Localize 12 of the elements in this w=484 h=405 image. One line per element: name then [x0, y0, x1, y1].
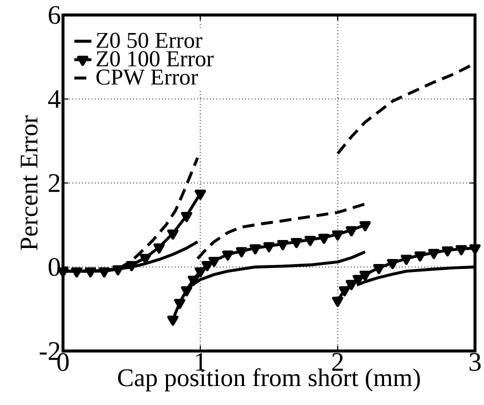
- x-tick-label: 3: [470, 353, 481, 371]
- y-axis-title: Percent Error: [20, 115, 38, 250]
- legend-label: Z0 100 Error: [96, 51, 214, 66]
- x-tick-label: 2: [332, 353, 343, 371]
- y-tick-label: -2: [40, 342, 60, 360]
- legend-label: CPW Error: [96, 70, 198, 85]
- x-tick-label: 1: [196, 353, 206, 371]
- legend-label: Z0 50 Error: [96, 32, 202, 48]
- y-tick-label: 4: [48, 90, 61, 108]
- x-axis-title: Cap position from short (mm): [118, 368, 420, 392]
- y-tick-label: 6: [48, 6, 60, 24]
- y-tick-label: 2: [48, 174, 60, 192]
